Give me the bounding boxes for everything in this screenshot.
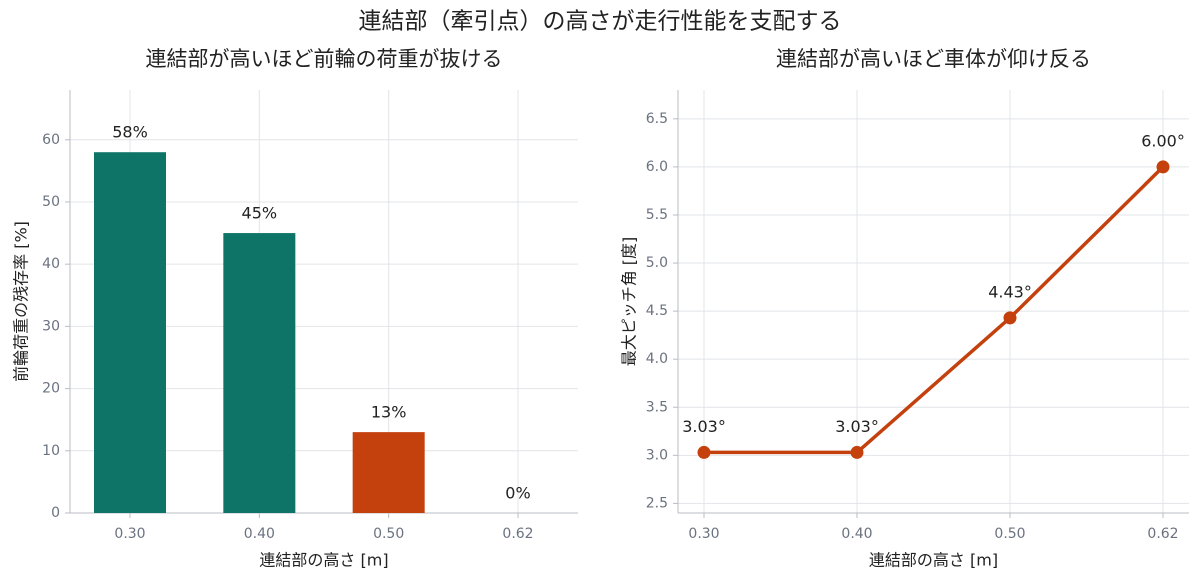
y-tick-label: 20 — [42, 381, 60, 397]
x-tick-label: 0.30 — [688, 526, 719, 542]
x-axis-label: 連結部の高さ [m] — [869, 551, 998, 570]
chart-title: 連結部が高いほど車体が仰け反る — [776, 47, 1091, 71]
value-label: 58% — [112, 123, 148, 142]
point — [1156, 160, 1170, 174]
y-tick-label: 10 — [42, 443, 60, 459]
x-tick-label: 0.50 — [994, 526, 1025, 542]
y-axis-label: 最大ピッチ角 [度] — [620, 237, 639, 367]
y-tick-label: 0 — [51, 505, 60, 521]
value-label: 0% — [505, 484, 530, 503]
bar — [352, 432, 425, 513]
x-tick-label: 0.40 — [841, 526, 872, 542]
y-tick-label: 50 — [42, 194, 60, 210]
value-label: 3.03° — [682, 417, 726, 436]
x-tick-label: 0.62 — [502, 526, 533, 542]
value-label: 13% — [371, 403, 407, 422]
y-tick-label: 4.5 — [646, 303, 668, 319]
value-label: 6.00° — [1141, 131, 1185, 150]
bar — [223, 233, 296, 513]
x-axis-label: 連結部の高さ [m] — [259, 551, 388, 570]
figure-title: 連結部（牽引点）の高さが走行性能を支配する — [359, 9, 842, 35]
y-axis-label: 前輪荷重の残存率 [%] — [12, 221, 31, 382]
point — [1003, 311, 1017, 325]
y-tick-label: 5.5 — [646, 207, 668, 223]
y-tick-label: 40 — [42, 256, 60, 272]
y-tick-label: 5.0 — [646, 255, 668, 271]
value-label: 3.03° — [835, 417, 879, 436]
x-tick-label: 0.62 — [1147, 526, 1178, 542]
line — [704, 165, 1165, 455]
bar — [94, 152, 166, 514]
value-label: 4.43° — [988, 282, 1032, 301]
point — [850, 445, 864, 459]
y-tick-label: 3.5 — [646, 399, 668, 415]
y-tick-label: 2.5 — [646, 495, 668, 511]
x-tick-label: 0.30 — [114, 526, 145, 542]
value-label: 45% — [242, 204, 278, 223]
chart-title: 連結部が高いほど前輪の荷重が抜ける — [146, 47, 503, 71]
y-tick-label: 6.5 — [646, 111, 668, 127]
point — [697, 445, 711, 459]
y-tick-label: 6.0 — [646, 159, 668, 175]
y-tick-label: 4.0 — [646, 351, 668, 367]
y-tick-label: 30 — [42, 318, 60, 334]
x-tick-label: 0.50 — [373, 526, 404, 542]
y-tick-label: 3.0 — [646, 447, 668, 463]
y-tick-label: 60 — [42, 132, 60, 148]
x-tick-label: 0.40 — [244, 526, 275, 542]
